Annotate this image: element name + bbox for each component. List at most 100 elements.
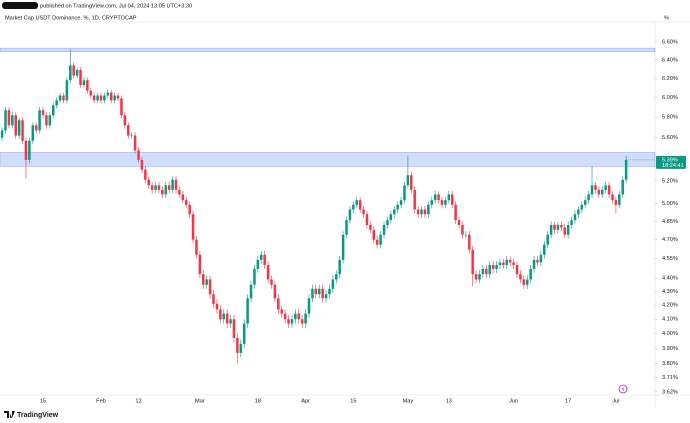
candle-body — [508, 259, 512, 263]
candle-body — [553, 225, 556, 230]
candle-body — [502, 262, 505, 266]
candle-body — [335, 274, 338, 280]
candle-body — [154, 185, 157, 190]
y-tick-label: 4.85% — [662, 219, 678, 225]
candle-body — [21, 120, 24, 141]
candle-body — [563, 227, 566, 235]
candle-body — [321, 288, 324, 299]
candle-body — [242, 323, 246, 344]
candle-body — [89, 90, 93, 96]
candle-body — [512, 262, 515, 266]
candle-body — [355, 200, 358, 205]
candle-body — [300, 319, 304, 324]
y-tick-label: 4.10% — [662, 317, 678, 323]
candle-body — [174, 179, 178, 190]
x-tick-label: 15 — [40, 398, 46, 404]
candle-body — [17, 120, 21, 136]
logo-icon — [4, 411, 15, 418]
last-price-label: 5.39% — [662, 157, 678, 163]
candle-body — [294, 313, 297, 320]
candle-body — [116, 95, 120, 99]
zone — [0, 152, 656, 167]
candle-body — [577, 209, 580, 215]
candle-body — [440, 200, 444, 205]
candle-body — [338, 259, 341, 275]
candle-body — [249, 284, 253, 299]
candle-body — [423, 209, 427, 215]
candle-body — [266, 265, 270, 280]
candle-body — [188, 204, 191, 215]
candle-body — [495, 265, 498, 269]
candle-body — [457, 220, 461, 226]
candle-body — [546, 234, 549, 245]
candle-body — [184, 200, 188, 205]
candle-body — [96, 95, 99, 101]
candle-body — [406, 175, 410, 186]
x-tick-label: Apr — [301, 398, 310, 404]
candle-body — [31, 125, 35, 141]
candle-body — [522, 279, 526, 285]
candle-body — [488, 265, 491, 275]
candle-body — [304, 313, 307, 324]
candle-body — [624, 159, 628, 180]
candle-body — [461, 225, 464, 235]
candle-body — [229, 319, 232, 324]
candle-body — [167, 185, 171, 190]
candle-body — [198, 254, 202, 275]
candle-body — [253, 268, 256, 285]
candle-body — [621, 179, 624, 195]
x-tick-label: Mar — [195, 398, 205, 404]
candle-body — [239, 343, 243, 353]
candle-body — [38, 110, 41, 131]
candle-body — [140, 159, 144, 170]
candle-body — [389, 214, 393, 221]
candle-body — [604, 185, 607, 190]
candle-body — [120, 98, 123, 116]
candle-body — [536, 259, 539, 263]
icon-circle[interactable] — [618, 384, 628, 394]
candle-body — [556, 225, 560, 230]
x-tick-label: Feb — [96, 398, 106, 404]
candle-body — [362, 209, 365, 215]
candle-body — [427, 204, 430, 215]
candle-body — [468, 234, 471, 250]
candle-body — [246, 298, 249, 324]
countdown: 18:24:41 — [662, 163, 684, 169]
candle-body — [232, 319, 236, 339]
candle-body — [570, 220, 573, 226]
candle-body — [597, 189, 601, 195]
candle-body — [314, 288, 318, 295]
y-tick-label: 3.62% — [662, 389, 678, 395]
candle-body — [352, 204, 355, 210]
candle-body — [532, 259, 536, 269]
candle-body — [450, 194, 454, 205]
candle-body — [4, 110, 7, 131]
candle-body — [79, 69, 82, 85]
y-tick-label: 3.80% — [662, 361, 678, 367]
candle-body — [618, 194, 621, 205]
candle-body — [58, 95, 62, 101]
candle-body — [106, 92, 110, 96]
candle-body — [164, 185, 168, 195]
candle-body — [263, 254, 266, 266]
candle-body — [14, 115, 17, 136]
candle-body — [215, 303, 219, 310]
candle-body — [283, 313, 287, 320]
candle-body — [171, 179, 174, 190]
candle-body — [270, 279, 273, 285]
candle-body — [348, 209, 352, 221]
candle-body — [543, 244, 546, 255]
x-tick-label: Jul — [612, 398, 619, 404]
x-tick-label: May — [403, 398, 414, 404]
candle-body — [471, 249, 474, 275]
x-tick-label: 12 — [135, 398, 141, 404]
candle-body — [369, 225, 372, 230]
y-tick-label: 3.71% — [662, 375, 678, 381]
candle-body — [433, 194, 437, 201]
candle-body — [611, 194, 614, 201]
candle-body — [444, 200, 447, 205]
lightning-icon[interactable] — [618, 384, 628, 394]
candle-body — [52, 105, 55, 116]
candle-body — [62, 95, 65, 101]
candle-body — [594, 185, 597, 190]
